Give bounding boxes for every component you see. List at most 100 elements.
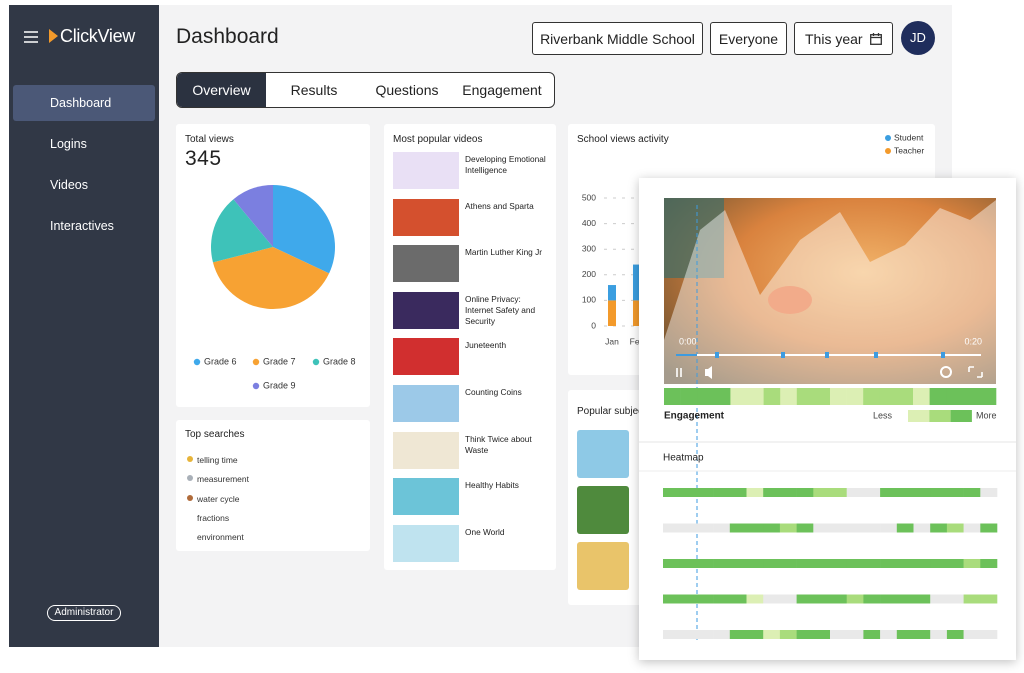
card-title: Most popular videos <box>393 134 483 145</box>
sidebar: ClickView Administrator Dashboard Logins V… <box>9 5 159 647</box>
legend-swatch <box>929 410 951 422</box>
school-select[interactable]: Riverbank Middle School <box>532 22 703 55</box>
heatmap-cell <box>880 594 898 604</box>
legend-swatch <box>908 410 930 422</box>
video-title[interactable]: Juneteenth <box>465 340 507 351</box>
bar-segment <box>608 285 616 301</box>
heatmap-cell <box>963 559 981 568</box>
video-title[interactable]: One World <box>465 526 505 537</box>
engagement-cell <box>780 388 798 405</box>
video-thumb[interactable] <box>393 431 459 469</box>
card-title: Popular subjects <box>577 406 651 417</box>
heatmap-cell <box>880 488 898 497</box>
engagement-cell <box>979 388 997 405</box>
engagement-cell <box>813 388 831 405</box>
engagement-label: Engagement <box>664 411 725 422</box>
heatmap-cell <box>713 630 731 639</box>
medal-icon <box>187 456 193 462</box>
heatmap-cell <box>846 559 864 568</box>
video-thumb[interactable] <box>393 245 459 283</box>
page-title: Dashboard <box>176 25 279 48</box>
heatmap-cell <box>696 559 714 568</box>
heatmap-cell <box>863 559 881 568</box>
heatmap-cell <box>763 488 781 497</box>
bar-segment <box>633 264 641 301</box>
heatmap-cell <box>746 523 764 533</box>
period-select[interactable]: This year <box>794 22 893 55</box>
heatmap-cell <box>663 594 680 604</box>
pause-button[interactable] <box>676 368 682 377</box>
tab[interactable]: Results <box>290 82 338 98</box>
heatmap-cell <box>779 559 797 568</box>
video-title[interactable]: Think Twice about Waste <box>465 433 532 455</box>
subject-thumb[interactable] <box>577 430 629 478</box>
video-thumb[interactable] <box>393 478 459 516</box>
subject-thumb[interactable] <box>577 542 629 590</box>
video-thumb[interactable] <box>393 524 459 562</box>
bar-segment <box>633 300 641 326</box>
legend-label: Student <box>894 132 924 142</box>
video-title[interactable]: Online Privacy: Internet Safety and Secu… <box>465 293 536 327</box>
avatar[interactable]: JD <box>901 21 935 55</box>
video-thumb[interactable] <box>393 198 459 236</box>
engagement-cell <box>747 388 764 405</box>
video-title[interactable]: Martin Luther King Jr <box>465 247 543 258</box>
heatmap-cell <box>813 594 831 604</box>
heatmap-cell <box>796 488 814 497</box>
heatmap-cell <box>880 559 898 568</box>
heatmap-cell <box>663 559 680 568</box>
video-title[interactable]: Counting Coins <box>465 387 522 397</box>
nav-item[interactable]: Dashboard <box>13 85 155 121</box>
legend-dot <box>312 358 320 366</box>
card-title: School views activity <box>577 134 669 145</box>
audience-select[interactable]: Everyone <box>710 22 787 55</box>
video-title[interactable]: Developing Emotional Intelligence <box>465 154 546 176</box>
engagement-cell <box>830 388 847 405</box>
tab[interactable]: Engagement <box>462 82 542 98</box>
heatmap-cell <box>963 523 981 533</box>
heatmap-cell <box>679 488 697 497</box>
heatmap-cell <box>896 630 914 639</box>
legend-label: Grade 8 <box>323 356 356 366</box>
heatmap-cell <box>763 630 781 639</box>
video-thumb[interactable] <box>393 338 459 376</box>
heatmap-cell <box>980 594 998 604</box>
legend-dot <box>252 382 260 390</box>
subject-thumb[interactable] <box>577 486 629 534</box>
engagement-cell <box>879 388 897 405</box>
legend-label: Grade 7 <box>263 356 296 366</box>
settings-button[interactable] <box>940 366 952 378</box>
search-term: water cycle <box>197 493 240 504</box>
heatmap-cell <box>830 630 847 639</box>
engagement-cell <box>946 388 964 405</box>
heatmap-cell <box>930 594 948 604</box>
fullscreen-button[interactable] <box>968 366 983 378</box>
heatmap-cell <box>813 630 831 639</box>
video-thumb[interactable] <box>393 291 459 329</box>
search-term: environment <box>197 532 244 543</box>
heatmap-cell <box>830 488 847 497</box>
heatmap-cell <box>846 523 864 533</box>
menu-icon[interactable] <box>24 31 38 43</box>
heatmap-cell <box>779 523 797 533</box>
engagement-cell <box>846 388 864 405</box>
video-title[interactable]: Athens and Sparta <box>465 200 534 211</box>
heatmap-cell <box>746 594 764 604</box>
video-title[interactable]: Healthy Habits <box>465 480 519 491</box>
heatmap-cell <box>679 559 697 568</box>
nav-item[interactable]: Interactives <box>50 219 114 233</box>
video-thumb[interactable] <box>393 152 459 189</box>
heatmap-cell <box>863 594 881 604</box>
engagement-cell <box>913 388 930 405</box>
tab[interactable]: Overview <box>177 73 266 107</box>
heatmap-cell <box>729 594 747 604</box>
nav-item[interactable]: Logins <box>50 137 87 151</box>
heatmap-cell <box>763 523 781 533</box>
volume-button[interactable] <box>705 366 712 379</box>
video-thumb[interactable] <box>393 385 459 422</box>
heatmap-cell <box>663 630 680 639</box>
heatmap-title: Heatmap <box>663 453 704 464</box>
nav-item[interactable]: Videos <box>50 178 88 192</box>
tab[interactable]: Questions <box>375 82 439 98</box>
heatmap-cell <box>930 630 948 639</box>
